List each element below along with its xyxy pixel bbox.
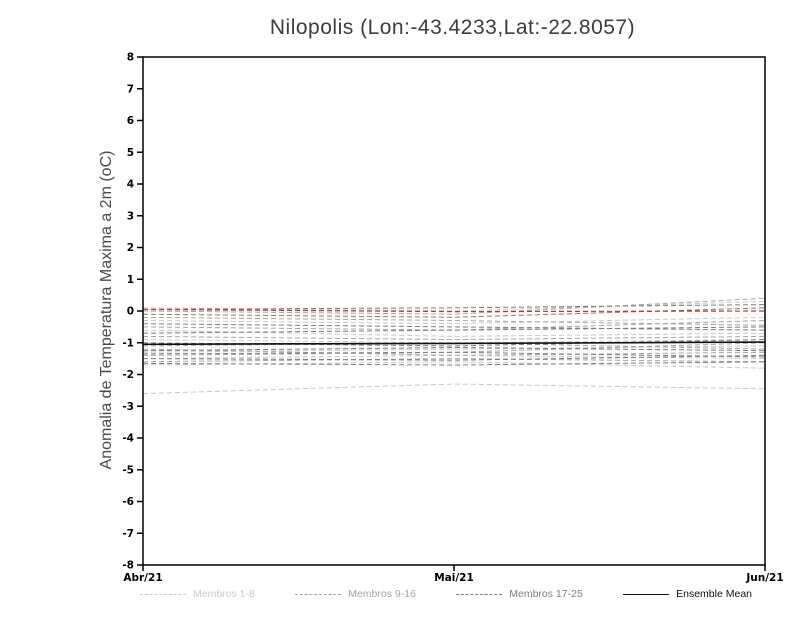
legend-line-dashed-sample xyxy=(140,593,186,595)
legend-label: Membros 1-8 xyxy=(193,588,255,600)
legend-item: Membros 9-16 xyxy=(295,588,416,600)
ensemble-member-line xyxy=(142,316,766,325)
legend-line-dashed-sample xyxy=(456,593,503,595)
ensemble-member-line xyxy=(142,326,766,334)
y-tick-label: 1 xyxy=(127,274,134,286)
y-tick-label: 4 xyxy=(127,179,134,191)
legend-line-solid-sample xyxy=(623,593,670,595)
ensemble-member-line xyxy=(142,358,766,363)
y-tick-label: -6 xyxy=(122,496,134,508)
ensemble-member-line xyxy=(142,346,766,352)
y-tick-label: 3 xyxy=(127,210,134,222)
y-tick-label: -5 xyxy=(122,464,134,476)
y-tick-label: 5 xyxy=(127,147,134,159)
y-tick-label: 6 xyxy=(127,115,134,127)
y-tick-label: -8 xyxy=(122,560,134,572)
chart-title: Nilopolis (Lon:-43.4233,Lat:-22.8057) xyxy=(269,16,636,39)
y-tick-label: 0 xyxy=(127,306,134,318)
x-tick-label: Jun/21 xyxy=(745,572,783,584)
y-tick-label: 2 xyxy=(127,242,134,254)
y-tick-label: 8 xyxy=(127,52,134,64)
legend-item: Membros 1-8 xyxy=(140,588,255,600)
legend-item: Ensemble Mean xyxy=(623,588,752,600)
ensemble-member-line xyxy=(142,383,766,395)
y-tick-label: -4 xyxy=(122,433,134,445)
chart-legend: Membros 1-8 Membros 9-16 Membros 17-25 Ense… xyxy=(140,588,752,600)
legend-line-dashed-sample xyxy=(295,593,342,595)
ensemble-member-line xyxy=(142,323,766,331)
ensemble-member-line xyxy=(142,361,766,366)
legend-item: Membros 17-25 xyxy=(456,588,583,600)
legend-label: Membros 17-25 xyxy=(509,588,583,600)
y-tick-label: -1 xyxy=(122,337,134,349)
x-tick-label: Mai/21 xyxy=(434,572,474,584)
ensemble-mean-line xyxy=(142,341,766,346)
ensemble-member-line xyxy=(142,329,766,337)
y-tick-label: -7 xyxy=(122,528,134,540)
ensemble-member-line xyxy=(142,307,766,318)
ensemble-member-line xyxy=(142,304,766,310)
ensemble-member-line xyxy=(142,335,766,341)
y-tick-label: 7 xyxy=(127,83,134,95)
x-tick-label: Abr/21 xyxy=(123,572,162,584)
legend-label: Membros 9-16 xyxy=(348,588,416,600)
legend-label: Ensemble Mean xyxy=(676,588,752,600)
y-tick-label: -3 xyxy=(122,401,134,413)
ensemble-member-line xyxy=(142,297,766,315)
ensemble-member-line xyxy=(142,316,766,326)
y-tick-label: -2 xyxy=(122,369,134,381)
